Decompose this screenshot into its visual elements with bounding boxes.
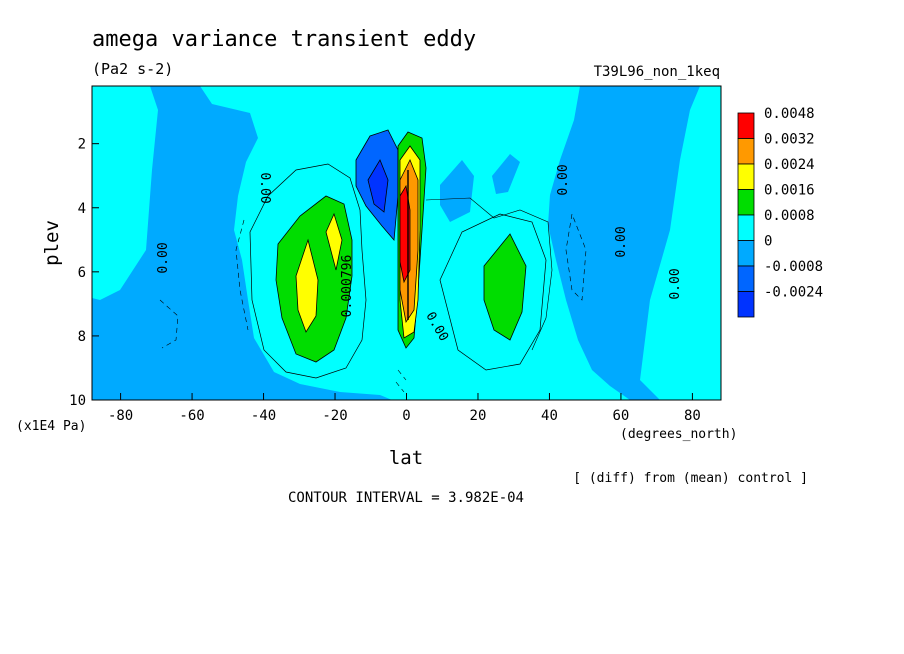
contour-interval: CONTOUR INTERVAL = 3.982E-04: [288, 490, 524, 506]
colorbar: 0.0048 0.0032 0.0024 0.0016 0.0008 0 -0.0008 -0…: [737, 106, 823, 318]
colorbar-level-label: 0.0048: [764, 106, 815, 122]
colorbar-swatch: [737, 214, 755, 241]
contour-label-text: 0.00: [614, 226, 629, 257]
x-tick-label: 80: [684, 408, 701, 424]
negative-region-upper-west: [92, 86, 158, 300]
dashed-contour-2: [159, 299, 179, 349]
contour-label-3: 0.000796: [340, 255, 355, 318]
colorbar-level-label: -0.0008: [764, 259, 823, 275]
colorbar-level-label: 0.0008: [764, 208, 815, 224]
difference-note: [ (diff) from (mean) control ]: [573, 471, 808, 486]
run-label: T39L96_non_1keq: [594, 64, 720, 80]
chart-title: amega variance transient eddy: [92, 27, 476, 52]
contour-label-text: 0.00: [668, 268, 683, 299]
x-units-label: (degrees_north): [620, 427, 737, 442]
y-axis-title-wrap: plev: [41, 220, 63, 266]
colorbar-swatch: [737, 189, 755, 216]
dashed-contour-1: [235, 219, 249, 331]
contour-label-6: 0.00: [668, 268, 683, 299]
colorbar-level-label: 0: [764, 234, 772, 250]
negative-pocket-west: [108, 336, 126, 364]
contour-label-2: 0.00: [257, 172, 272, 203]
positive-lobe-nh: [483, 233, 527, 341]
contour-field: 0.00 0.00 0.000796 0.00 0.00 0.00 0.00: [91, 85, 722, 401]
negative-region-upper-east: [640, 86, 720, 400]
colorbar-swatch: [737, 112, 755, 139]
colorbar-swatch: [737, 265, 755, 292]
x-tick-label: 40: [541, 408, 558, 424]
x-tick-label: -60: [179, 408, 204, 424]
colorbar-swatch: [737, 291, 755, 318]
positive-lobe-sh-outer: [249, 163, 367, 379]
colorbar-level-label: 0.0032: [764, 132, 815, 148]
colorbar-level-label: -0.0024: [764, 285, 823, 301]
contour-label-text: 0.000796: [340, 255, 355, 318]
dashed-contour-4: [395, 369, 407, 393]
negative-core: [367, 159, 389, 213]
x-tick-label: 0: [402, 408, 410, 424]
x-tick-label: -20: [322, 408, 347, 424]
contour-label-5: 0.00: [614, 226, 629, 257]
contour-label-4: 0.00: [556, 164, 571, 195]
y-tick-label: 10: [69, 393, 86, 409]
colorbar-swatch: [737, 240, 755, 267]
positive-lobe-nh-outer: [439, 213, 547, 371]
contour-label-text: 0.00: [156, 242, 171, 273]
x-tick-label: -40: [251, 408, 276, 424]
y-tick-label: 8: [78, 329, 86, 345]
chart-units: (Pa2 s-2): [92, 60, 173, 78]
colorbar-level-label: 0.0016: [764, 183, 815, 199]
negative-pocket-mid-2: [492, 154, 520, 194]
y-axis-title: plev: [41, 220, 63, 266]
y-tick-label: 6: [78, 265, 86, 281]
thin-contour-ring: [425, 197, 553, 351]
colorbar-swatch: [737, 163, 755, 190]
y-axis: 2 4 6 8 10: [69, 137, 99, 409]
negative-pocket-top: [226, 142, 246, 166]
contour-label-text: 0.00: [257, 172, 272, 203]
positive-core-sh-1: [295, 238, 319, 333]
positive-core-sh-2: [325, 212, 343, 271]
contour-label-text: 0.00: [556, 164, 571, 195]
x-tick-label: 20: [470, 408, 487, 424]
contour-label-1: 0.00: [156, 242, 171, 273]
x-tick-label: 60: [613, 408, 630, 424]
y-tick-label: 4: [78, 201, 86, 217]
x-tick-label: -80: [108, 408, 133, 424]
negative-pocket-mid-1: [440, 160, 474, 222]
negative-region-west: [92, 86, 392, 400]
x-axis: -80 -60 -40 -20 0 20 40 60 80: [108, 393, 701, 424]
x-axis-title: lat: [389, 447, 423, 469]
y-units-label: (x1E4 Pa): [16, 419, 86, 434]
y-tick-label: 2: [78, 137, 86, 153]
colorbar-swatch: [737, 138, 755, 165]
dashed-contour-3: [565, 212, 587, 301]
colorbar-level-label: 0.0024: [764, 157, 815, 173]
